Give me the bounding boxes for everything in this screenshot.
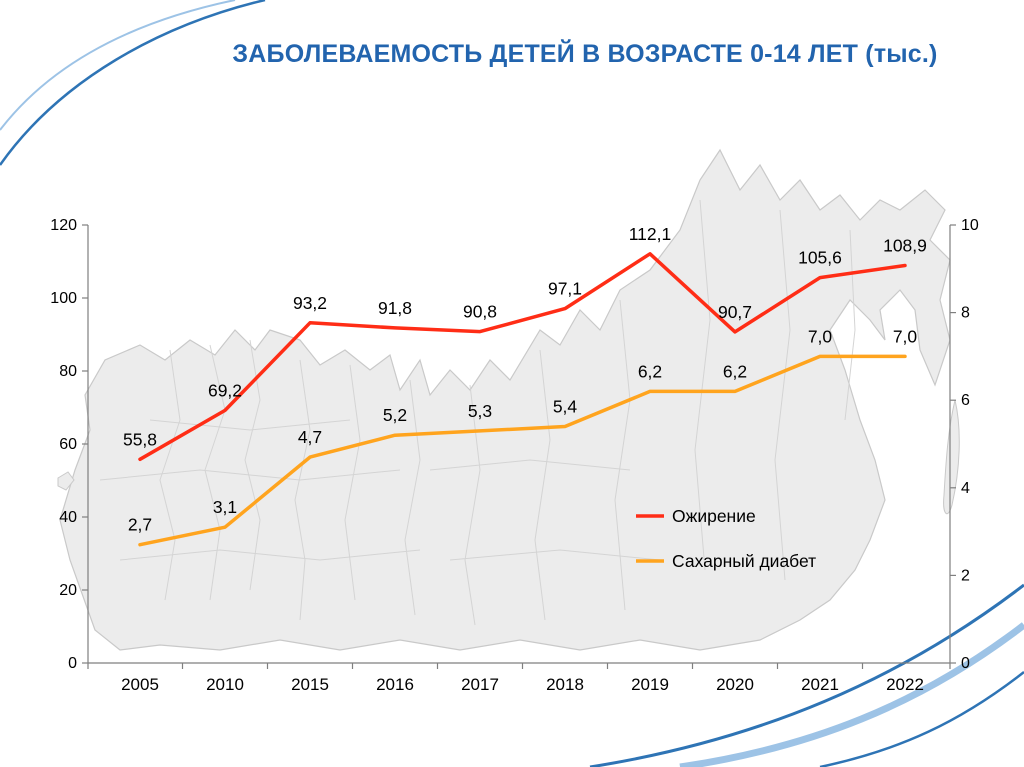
data-label-obesity: 90,8 xyxy=(463,302,497,322)
y-axis-right-tick-label: 4 xyxy=(961,480,970,497)
y-axis-left-tick-label: 0 xyxy=(68,655,77,672)
x-axis-label: 2005 xyxy=(121,675,159,694)
data-label-obesity: 55,8 xyxy=(123,429,157,449)
data-label-diabetes: 4,7 xyxy=(298,427,322,447)
x-axis-label: 2019 xyxy=(631,675,669,694)
data-label-diabetes: 7,0 xyxy=(808,326,833,346)
data-label-diabetes: 7,0 xyxy=(893,326,918,346)
kaliningrad-region xyxy=(57,471,75,491)
data-label-obesity: 112,1 xyxy=(629,224,672,244)
data-label-diabetes: 5,2 xyxy=(383,405,407,425)
data-label-diabetes: 5,3 xyxy=(468,401,492,421)
x-axis-label: 2017 xyxy=(461,675,499,694)
legend-label-diabetes: Сахарный диабет xyxy=(672,551,816,571)
y-axis-left-tick-label: 40 xyxy=(59,509,77,526)
data-label-diabetes: 5,4 xyxy=(553,396,578,416)
x-axis-label: 2016 xyxy=(376,675,414,694)
sakhalin-island xyxy=(943,399,960,515)
top-left-swoosh-outer xyxy=(0,0,266,166)
data-label-obesity: 90,7 xyxy=(718,302,752,322)
data-label-obesity: 108,9 xyxy=(883,236,927,256)
y-axis-left-tick-label: 120 xyxy=(50,217,77,234)
slide-title: ЗАБОЛЕВАЕМОСТЬ ДЕТЕЙ В ВОЗРАСТЕ 0-14 ЛЕТ… xyxy=(232,40,938,68)
y-axis-right-tick-label: 6 xyxy=(961,392,970,409)
data-label-obesity: 97,1 xyxy=(548,279,582,299)
y-axis-left-tick-label: 20 xyxy=(59,582,77,599)
bottom-right-swoosh-outer xyxy=(589,583,1024,767)
data-label-obesity: 91,8 xyxy=(378,298,412,318)
russia-outline xyxy=(59,148,951,651)
data-label-diabetes: 3,1 xyxy=(213,497,237,517)
x-axis-label: 2018 xyxy=(546,675,584,694)
y-axis-left-tick-label: 100 xyxy=(50,290,77,307)
series-line-diabetes xyxy=(138,354,907,547)
data-label-diabetes: 2,7 xyxy=(128,515,152,535)
x-axis-label: 2022 xyxy=(886,675,924,694)
series-line-obesity xyxy=(138,252,907,462)
data-label-obesity: 93,2 xyxy=(293,293,327,313)
data-label-obesity: 105,6 xyxy=(798,248,842,268)
legend-label-obesity: Ожирение xyxy=(672,506,756,526)
data-label-obesity: 69,2 xyxy=(208,380,242,400)
bottom-right-swoosh-band xyxy=(679,622,1024,767)
bottom-right-swoosh-inner xyxy=(819,671,1024,767)
x-axis-label: 2010 xyxy=(206,675,244,694)
y-axis-left-tick-label: 80 xyxy=(59,363,77,380)
top-left-swoosh-inner xyxy=(0,0,236,131)
y-axis-right-tick-label: 0 xyxy=(961,655,970,672)
x-axis-label: 2021 xyxy=(801,675,839,694)
y-axis-right-tick-label: 10 xyxy=(961,217,979,234)
x-axis-label: 2020 xyxy=(716,675,754,694)
y-axis-left-tick-label: 60 xyxy=(59,436,77,453)
y-axis-right-tick-label: 8 xyxy=(961,305,970,322)
data-label-diabetes: 6,2 xyxy=(723,361,747,381)
russia-region-borders xyxy=(99,199,856,626)
data-label-diabetes: 6,2 xyxy=(638,361,662,381)
y-axis-right-tick-label: 2 xyxy=(961,567,970,584)
x-axis-label: 2015 xyxy=(291,675,329,694)
